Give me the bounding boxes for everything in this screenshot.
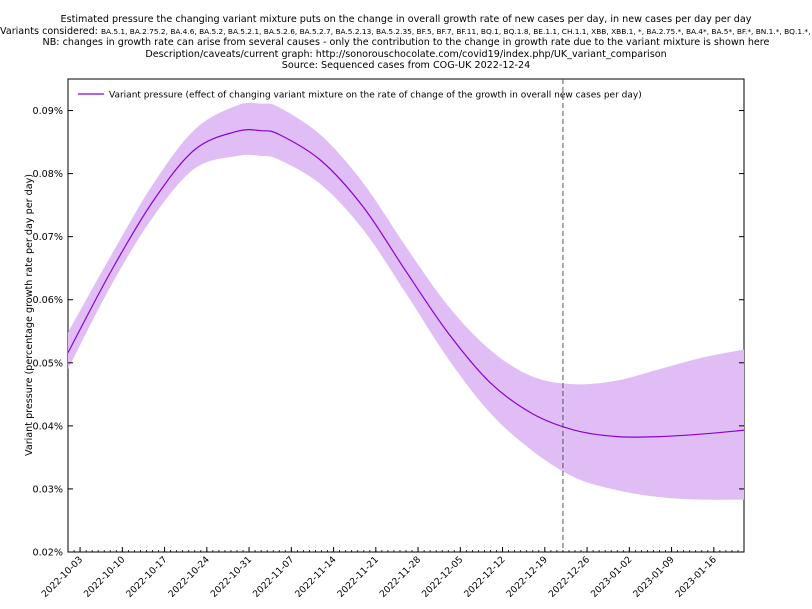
x-tick-label: 2022-11-21: [335, 554, 381, 600]
variants-considered-label: Variants considered:: [0, 25, 101, 37]
chart-title: Estimated pressure the changing variant …: [60, 14, 752, 25]
x-tick-label: 2022-12-12: [462, 554, 508, 600]
chart-source: Source: Sequenced cases from COG-UK 2022…: [281, 60, 531, 71]
legend: Variant pressure (effect of changing var…: [78, 91, 642, 101]
variants-list: BA.5.1, BA.2.75.2, BA.4.6, BA.5.2, BA.5.…: [100, 26, 812, 36]
chart-title-block: Estimated pressure the changing variant …: [0, 14, 812, 72]
variants-considered-line: Variants considered: BA.5.1, BA.2.75.2, …: [0, 26, 812, 38]
x-tick-label: 2022-10-24: [166, 554, 212, 600]
y-axis-label: Variant pressure (percentage growth rate…: [24, 174, 35, 456]
x-tick-label: 2022-10-03: [40, 554, 86, 600]
x-tick-label: 2022-11-07: [251, 554, 297, 600]
x-axis: 2022-10-032022-10-102022-10-172022-10-24…: [40, 547, 745, 600]
chart-note: NB: changes in growth rate can arise fro…: [42, 37, 770, 48]
x-tick-label: 2022-11-14: [293, 554, 339, 600]
y-tick-label: 0.02%: [33, 548, 63, 559]
y-tick-label: 0.08%: [33, 169, 63, 180]
y-tick-label: 0.05%: [33, 358, 63, 369]
x-tick-label: 2022-10-31: [209, 554, 255, 600]
confidence-band: [68, 102, 744, 500]
y-tick-label: 0.03%: [33, 484, 63, 495]
legend-label: Variant pressure (effect of changing var…: [109, 91, 642, 101]
x-tick-label: 2022-12-26: [547, 554, 593, 600]
series-line-layer: [67, 129, 745, 438]
x-tick-label: 2022-12-05: [420, 554, 466, 600]
x-tick-label: 2022-10-10: [82, 554, 128, 600]
x-tick-label: 2023-01-09: [631, 554, 677, 600]
confidence-band-layer: [68, 102, 744, 500]
x-tick-label: 2023-01-16: [673, 554, 719, 600]
y-tick-label: 0.04%: [33, 421, 63, 432]
x-tick-label: 2023-01-02: [589, 554, 635, 600]
y-tick-label: 0.09%: [33, 106, 63, 117]
y-tick-label: 0.07%: [33, 232, 63, 243]
x-tick-label: 2022-10-17: [124, 554, 170, 600]
y-tick-label: 0.06%: [33, 295, 63, 306]
series-line-variant-pressure: [67, 129, 745, 438]
x-tick-label: 2022-12-19: [504, 554, 550, 600]
x-tick-label: 2022-11-28: [378, 554, 424, 600]
chart-description-link: Description/caveats/current graph: http:…: [145, 48, 667, 60]
y-axis: 0.02% 0.03% 0.04% 0.05% 0.06% 0.07% 0.08% 0.09%: [33, 106, 744, 559]
